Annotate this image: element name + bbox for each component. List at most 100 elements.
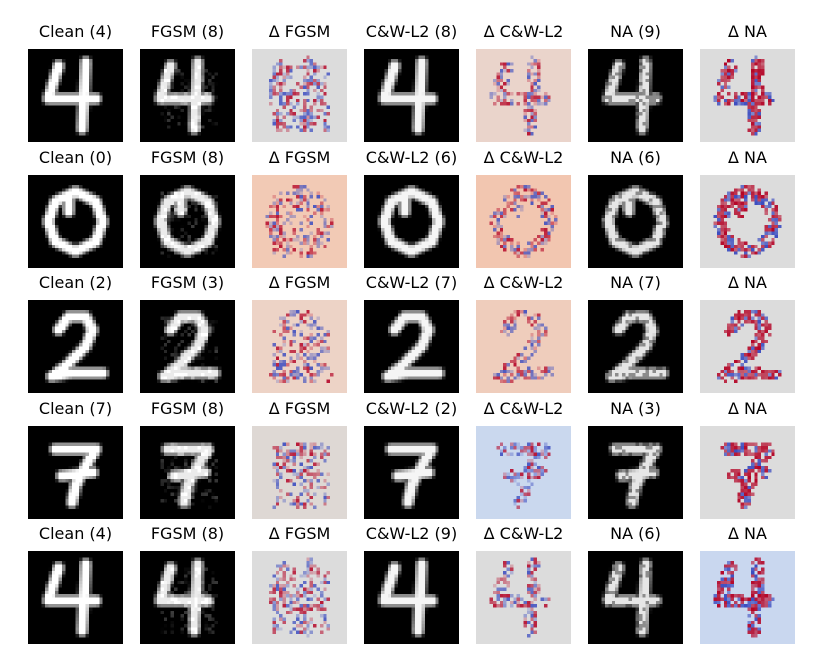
panel-na: NA (6) — [588, 148, 683, 268]
digit-image — [364, 426, 459, 519]
panel-title: Δ FGSM — [268, 524, 331, 543]
panel-title: Δ NA — [728, 273, 767, 292]
perturbation-heatmap — [476, 300, 571, 393]
digit-image — [28, 300, 123, 393]
digit-image — [364, 300, 459, 393]
panel-delta-na: Δ NA — [700, 22, 795, 142]
panel-title: Δ NA — [728, 148, 767, 167]
digit-image — [364, 49, 459, 142]
digit-image — [140, 175, 235, 268]
panel-title: FGSM (8) — [150, 148, 225, 167]
perturbation-heatmap — [252, 175, 347, 268]
panel-title: NA (6) — [610, 524, 661, 543]
panel-title: C&W-L2 (9) — [365, 524, 458, 543]
perturbation-heatmap — [476, 426, 571, 519]
panel-title: Clean (0) — [38, 148, 113, 167]
perturbation-heatmap — [252, 551, 347, 644]
panel-title: Δ FGSM — [268, 148, 331, 167]
perturbation-heatmap — [700, 49, 795, 142]
digit-image — [28, 175, 123, 268]
panel-title: Δ NA — [728, 22, 767, 41]
digit-image — [140, 300, 235, 393]
panel-clean: Clean (2) — [28, 273, 123, 393]
digit-image — [28, 426, 123, 519]
panel-fgsm: FGSM (8) — [140, 22, 235, 142]
perturbation-heatmap — [700, 175, 795, 268]
perturbation-heatmap — [252, 49, 347, 142]
digit-image — [140, 426, 235, 519]
panel-na: NA (9) — [588, 22, 683, 142]
digit-image — [28, 551, 123, 644]
panel-title: Δ FGSM — [268, 399, 331, 418]
panel-title: FGSM (3) — [150, 273, 225, 292]
panel-clean: Clean (4) — [28, 524, 123, 644]
panel-fgsm: FGSM (8) — [140, 524, 235, 644]
panel-delta-fgsm: Δ FGSM — [252, 524, 347, 644]
digit-image — [588, 426, 683, 519]
panel-title: Δ FGSM — [268, 22, 331, 41]
panel-title: Δ NA — [728, 399, 767, 418]
panel-delta-cw: Δ C&W-L2 — [476, 273, 571, 393]
panel-fgsm: FGSM (3) — [140, 273, 235, 393]
digit-image — [28, 49, 123, 142]
panel-cw: C&W-L2 (8) — [364, 22, 459, 142]
panel-title: C&W-L2 (6) — [365, 148, 458, 167]
panel-na: NA (7) — [588, 273, 683, 393]
panel-title: FGSM (8) — [150, 524, 225, 543]
panel-delta-na: Δ NA — [700, 273, 795, 393]
panel-title: C&W-L2 (2) — [365, 399, 458, 418]
panel-delta-fgsm: Δ FGSM — [252, 273, 347, 393]
panel-delta-na: Δ NA — [700, 399, 795, 519]
panel-delta-cw: Δ C&W-L2 — [476, 148, 571, 268]
panel-title: NA (3) — [610, 399, 661, 418]
panel-title: NA (6) — [610, 148, 661, 167]
panel-title: Clean (4) — [38, 22, 113, 41]
panel-title: Clean (2) — [38, 273, 113, 292]
panel-clean: Clean (4) — [28, 22, 123, 142]
digit-image — [364, 551, 459, 644]
perturbation-heatmap — [252, 426, 347, 519]
panel-title: Δ C&W-L2 — [483, 22, 564, 41]
panel-title: Δ C&W-L2 — [483, 399, 564, 418]
digit-image — [364, 175, 459, 268]
panel-na: NA (3) — [588, 399, 683, 519]
panel-delta-na: Δ NA — [700, 524, 795, 644]
digit-image — [588, 49, 683, 142]
panel-clean: Clean (0) — [28, 148, 123, 268]
perturbation-heatmap — [476, 49, 571, 142]
panel-fgsm: FGSM (8) — [140, 148, 235, 268]
panel-title: C&W-L2 (7) — [365, 273, 458, 292]
panel-title: Clean (7) — [38, 399, 113, 418]
digit-image — [588, 175, 683, 268]
perturbation-heatmap — [476, 551, 571, 644]
panel-cw: C&W-L2 (9) — [364, 524, 459, 644]
panel-title: Clean (4) — [38, 524, 113, 543]
panel-cw: C&W-L2 (6) — [364, 148, 459, 268]
panel-delta-fgsm: Δ FGSM — [252, 399, 347, 519]
panel-clean: Clean (7) — [28, 399, 123, 519]
digit-image — [588, 300, 683, 393]
panel-title: NA (7) — [610, 273, 661, 292]
digit-image — [140, 49, 235, 142]
panel-title: Δ C&W-L2 — [483, 148, 564, 167]
panel-title: FGSM (8) — [150, 22, 225, 41]
panel-title: C&W-L2 (8) — [365, 22, 458, 41]
panel-delta-fgsm: Δ FGSM — [252, 22, 347, 142]
panel-title: NA (9) — [610, 22, 661, 41]
panel-cw: C&W-L2 (7) — [364, 273, 459, 393]
panel-title: FGSM (8) — [150, 399, 225, 418]
panel-delta-cw: Δ C&W-L2 — [476, 399, 571, 519]
panel-delta-fgsm: Δ FGSM — [252, 148, 347, 268]
digit-image — [140, 551, 235, 644]
panel-delta-na: Δ NA — [700, 148, 795, 268]
panel-na: NA (6) — [588, 524, 683, 644]
panel-cw: C&W-L2 (2) — [364, 399, 459, 519]
panel-title: Δ C&W-L2 — [483, 273, 564, 292]
panel-title: Δ NA — [728, 524, 767, 543]
panel-delta-cw: Δ C&W-L2 — [476, 22, 571, 142]
panel-delta-cw: Δ C&W-L2 — [476, 524, 571, 644]
panel-fgsm: FGSM (8) — [140, 399, 235, 519]
perturbation-heatmap — [476, 175, 571, 268]
panel-title: Δ FGSM — [268, 273, 331, 292]
